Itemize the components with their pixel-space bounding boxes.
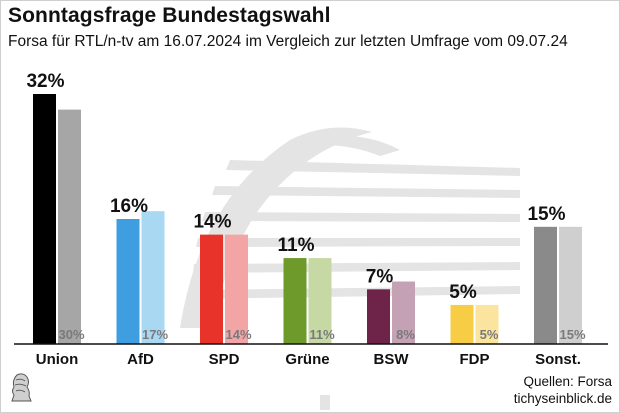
bar-previous-afd [141,211,165,344]
value-label-current-sonst: 15% [527,204,565,225]
bar-previous-union [58,109,81,344]
bar-previous-gruene [308,258,332,344]
logo [8,372,34,407]
category-label-fdp: FDP [460,351,490,368]
bar-current-union [33,94,56,344]
chart-title: Sonntagsfrage Bundestagswahl [8,4,331,27]
value-label-previous-spd: 14% [225,327,251,342]
value-label-previous-afd: 17% [142,327,168,342]
value-label-current-afd: 16% [110,196,148,217]
bar-current-spd [200,234,223,344]
value-label-previous-union: 30% [58,327,84,342]
bar-previous-spd [225,234,248,344]
category-label-spd: SPD [209,351,240,368]
category-label-union: Union [36,351,79,368]
bar-previous-bsw [392,281,415,344]
bar-current-sonst [534,226,557,344]
watermark-dome [180,127,520,410]
bar-previous-sonst [559,226,582,344]
value-label-current-gruene: 11% [278,235,315,256]
site-link[interactable]: tichyseinblick.de [513,391,612,406]
category-label-bsw: BSW [374,351,410,368]
bars-group: 32% 30% Union 16% 17% AfD 14% 14% SPD 11% 11% Grüne… [26,71,585,368]
value-label-current-union: 32% [26,71,64,92]
value-label-current-spd: 14% [193,212,231,233]
value-label-previous-fdp: 5% [480,327,499,342]
bar-current-bsw [367,289,390,344]
value-label-previous-bsw: 8% [396,327,415,342]
bust-logo-icon [11,373,32,402]
bar-previous-fdp [475,304,499,344]
value-label-current-bsw: 7% [366,266,394,287]
category-label-afd: AfD [127,351,154,368]
sources-block: Quellen: Forsa tichyseinblick.de [514,373,612,407]
value-label-previous-gruene: 11% [309,327,335,342]
bar-current-fdp [450,304,474,344]
bar-current-gruene [283,258,307,344]
category-label-sonst: Sonst. [535,351,581,368]
value-label-previous-sonst: 15% [559,327,585,342]
value-label-current-fdp: 5% [449,282,477,303]
bar-current-afd [116,219,140,344]
chart-subtitle: Forsa für RTL/n-tv am 16.07.2024 im Verg… [8,33,568,50]
sources-text: Quellen: Forsa [523,374,612,389]
category-label-gruene: Grüne [285,351,329,368]
